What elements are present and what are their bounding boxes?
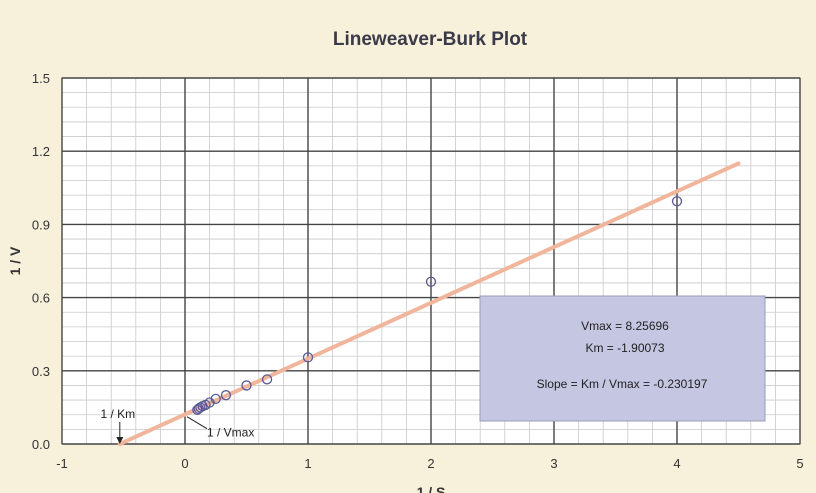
y-tick-label: 1.5: [32, 71, 50, 86]
info-box-background: [479, 295, 766, 422]
y-tick-label: 0.9: [32, 217, 50, 232]
x-tick-labels: -1 0 1 2 3 4 5: [56, 456, 803, 471]
y-tick-labels: 0.0 0.3 0.6 0.9 1.2 1.5: [32, 71, 50, 452]
vmax-value: Vmax = 8.25696: [581, 319, 669, 333]
data-point: [671, 196, 683, 207]
data-point: [261, 374, 273, 385]
data-point: [210, 393, 221, 405]
data-points: [192, 196, 683, 415]
y-tick-label: 0.0: [32, 437, 50, 452]
y-tick-label: 0.6: [32, 291, 50, 306]
x-axis-label: 1 / S: [417, 484, 446, 493]
x-tick-label: 2: [427, 456, 434, 471]
y-tick-label: 0.3: [32, 364, 50, 379]
data-point: [425, 276, 437, 287]
x-tick-label: 3: [550, 456, 557, 471]
data-point: [220, 390, 232, 401]
km-intercept-label: 1 / Km: [100, 407, 135, 421]
x-tick-label: 0: [181, 456, 188, 471]
km-value: Km = -1.90073: [585, 341, 664, 355]
km-arrowhead: [116, 437, 124, 444]
slope-value: Slope = Km / Vmax = -0.230197: [537, 377, 708, 391]
vmax-arrow: [186, 416, 208, 430]
data-point: [241, 380, 252, 391]
vmax-annotation: 1 / Vmax: [186, 416, 254, 440]
x-tick-label: 1: [304, 456, 311, 471]
chart-title: Lineweaver-Burk Plot: [333, 29, 528, 50]
y-tick-label: 1.2: [32, 144, 50, 159]
data-point: [195, 402, 206, 413]
fit-line: [117, 161, 741, 446]
info-box: Vmax = 8.25696 Km = -1.90073 Slope = Km …: [479, 295, 766, 422]
km-annotation: 1 / Km: [100, 407, 135, 444]
x-tick-label: 4: [673, 456, 680, 471]
data-point: [192, 404, 203, 415]
vmax-intercept-label: 1 / Vmax: [207, 426, 254, 440]
x-tick-label: 5: [796, 456, 803, 471]
y-axis-label: 1 / V: [7, 246, 23, 275]
data-point: [302, 352, 314, 363]
x-tick-label: -1: [56, 456, 68, 471]
